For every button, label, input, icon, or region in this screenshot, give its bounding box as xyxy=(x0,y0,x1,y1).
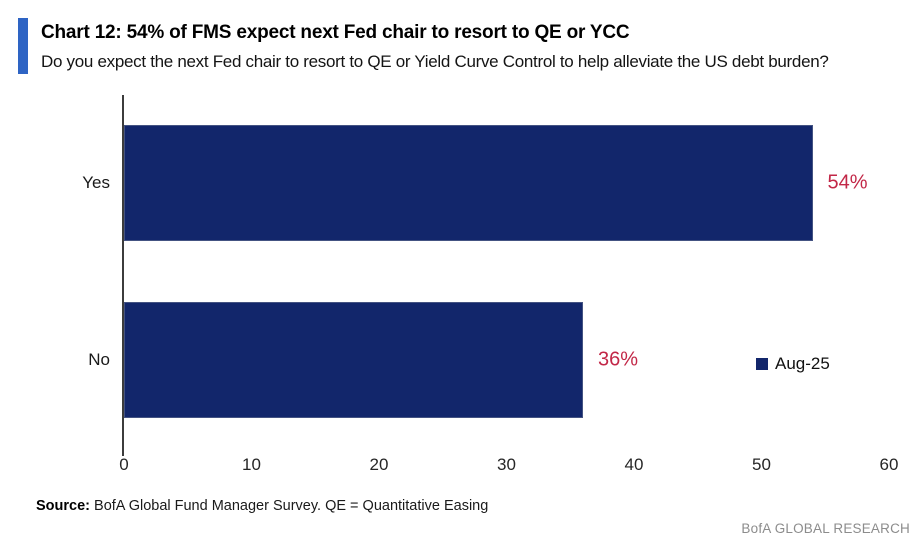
x-tick-label-40: 40 xyxy=(624,455,644,474)
chart-subtitle: Do you expect the next Fed chair to reso… xyxy=(41,52,829,71)
x-tick-label-30: 30 xyxy=(497,455,516,474)
legend: Aug-25 xyxy=(756,354,830,374)
legend-series-label: Aug-25 xyxy=(775,354,830,373)
brand-label: BofA GLOBAL RESEARCH xyxy=(741,521,910,536)
data-label-no: 36% xyxy=(598,348,639,371)
category-label-no: No xyxy=(88,349,110,369)
chart-title: Chart 12: 54% of FMS expect next Fed cha… xyxy=(41,22,630,43)
x-tick-label-50: 50 xyxy=(752,455,771,474)
source-label: Source: xyxy=(36,498,90,514)
category-label-yes: Yes xyxy=(82,173,110,193)
title-accent-bar xyxy=(18,18,28,74)
x-tick-label-20: 20 xyxy=(369,455,389,474)
x-tick-label-60: 60 xyxy=(879,455,899,474)
source-text: BofA Global Fund Manager Survey. QE = Qu… xyxy=(90,498,489,514)
x-tick-label-0: 0 xyxy=(119,455,129,474)
bar-yes xyxy=(124,125,813,242)
x-tick-label-10: 10 xyxy=(242,455,261,474)
y-axis-line xyxy=(122,95,124,456)
source-note: Source: BofA Global Fund Manager Survey.… xyxy=(36,498,488,514)
bar-no xyxy=(124,301,583,418)
legend-series-marker-icon xyxy=(756,358,768,370)
data-label-yes: 54% xyxy=(827,171,868,194)
plot-area: Yes 54% No 36% 0 10 20 30 40 50 60 Aug-25 xyxy=(82,95,898,474)
